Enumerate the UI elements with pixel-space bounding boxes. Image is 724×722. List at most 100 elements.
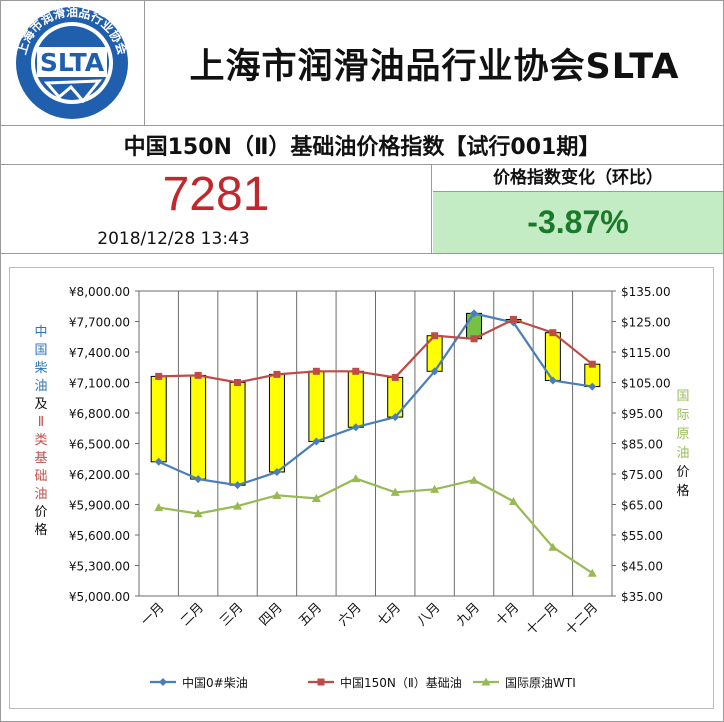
left-tick-label: ¥7,700.00 <box>69 316 130 330</box>
index-title: 中国150N（Ⅱ）基础油价格指数【试行001期】 <box>1 126 723 165</box>
right-tick-label: $65.00 <box>621 499 663 513</box>
left-axis-label-char: Ⅱ <box>38 415 44 430</box>
legend-marker <box>159 678 167 686</box>
candle-bar <box>268 373 285 473</box>
wti-point <box>272 490 282 499</box>
x-tick-label: 十二月 <box>563 600 601 638</box>
left-tick-label: ¥5,600.00 <box>69 529 130 543</box>
right-tick-label: $95.00 <box>621 407 663 421</box>
left-tick-label: ¥5,900.00 <box>69 499 130 513</box>
right-axis-label-char: 油 <box>676 446 689 461</box>
right-tick-label: $115.00 <box>621 346 671 360</box>
wti-point <box>548 542 558 551</box>
wti-point <box>469 475 479 484</box>
x-tick-label: 十月 <box>493 600 522 629</box>
left-tick-label: ¥6,200.00 <box>69 468 130 482</box>
right-axis-label-char: 格 <box>676 483 689 499</box>
index-value-panel: 7281 2018/12/28 13:43 <box>1 165 432 253</box>
right-tick-label: $135.00 <box>621 285 671 299</box>
base-oil-point <box>431 332 439 340</box>
index-datetime: 2018/12/28 13:43 <box>97 229 250 249</box>
diesel-point <box>391 413 400 422</box>
base-oil-point <box>509 315 517 323</box>
base-oil-point <box>352 367 360 375</box>
right-axis-label-char: 原 <box>676 427 689 442</box>
base-oil-point <box>470 335 478 343</box>
diesel-series-line <box>158 312 593 487</box>
header: 上海市润滑油品行业协会 SLTA 上海市润滑油品行业协会SLTA <box>1 1 723 126</box>
left-axis-label-char: 类 <box>34 433 47 448</box>
diesel-point <box>233 481 242 490</box>
right-tick-label: $85.00 <box>621 438 663 452</box>
candle-bar <box>308 370 325 442</box>
left-tick-label: ¥8,000.00 <box>69 285 130 299</box>
diesel-point <box>470 309 479 318</box>
change-value: -3.87% <box>433 192 723 253</box>
right-axis-label-char: 国 <box>676 389 689 404</box>
x-tick-label: 七月 <box>375 600 404 629</box>
base-oil-point <box>312 367 320 375</box>
candle-bar <box>190 374 207 480</box>
x-tick-label: 二月 <box>178 600 207 629</box>
right-axis-label-char: 际 <box>676 408 689 423</box>
legend-marker <box>317 678 325 686</box>
diesel-point <box>154 457 163 466</box>
diesel-point <box>272 467 281 476</box>
x-tick-label: 四月 <box>257 600 286 629</box>
base-oil-point <box>234 379 242 386</box>
wti-point <box>390 487 400 496</box>
index-value: 7281 <box>162 168 270 221</box>
left-axis-label-char: 柴 <box>34 361 47 376</box>
base-oil-point <box>391 373 399 381</box>
right-tick-label: $125.00 <box>621 316 671 330</box>
divider <box>1 253 723 254</box>
left-tick-label: ¥6,800.00 <box>69 407 130 421</box>
slta-logo-icon: 上海市润滑油品行业协会 SLTA <box>14 4 131 119</box>
base-oil-point <box>155 372 163 380</box>
wti-series-line <box>158 477 593 575</box>
right-tick-label: $55.00 <box>621 529 663 543</box>
left-axis-label-char: 油 <box>34 487 47 502</box>
candle-bar <box>229 382 246 486</box>
base-oil-point <box>549 329 557 337</box>
left-axis-label-char: 中 <box>34 325 47 340</box>
legend-label: 中国0#柴油 <box>182 675 248 690</box>
price-chart: ¥5,000.00 ¥5,300.00 ¥5,600.00 ¥5,900.00 ¥6,2… <box>9 267 714 709</box>
left-axis-label-char: 国 <box>34 343 47 358</box>
wti-point <box>311 493 321 502</box>
wti-point <box>587 568 597 577</box>
left-tick-label: ¥5,000.00 <box>69 590 130 604</box>
diesel-point <box>430 367 439 376</box>
diesel-point <box>351 423 360 432</box>
candle-bar <box>347 370 364 428</box>
left-tick-label: ¥5,300.00 <box>69 560 130 574</box>
left-axis-label-char: 格 <box>34 522 47 538</box>
right-tick-label: $35.00 <box>621 590 663 604</box>
base-oil-series-line <box>158 318 593 384</box>
left-axis-label-char: 及 <box>34 397 47 412</box>
legend-marker <box>481 677 491 686</box>
right-tick-label: $45.00 <box>621 560 663 574</box>
base-oil-point <box>194 371 202 379</box>
x-tick-label: 三月 <box>217 600 246 629</box>
wti-point <box>508 496 518 506</box>
change-label: 价格指数变化（环比） <box>433 165 723 192</box>
right-tick-label: $75.00 <box>621 468 663 482</box>
association-title: 上海市润滑油品行业协会SLTA <box>189 46 680 87</box>
left-axis-label-char: 基 <box>34 451 47 466</box>
left-axis-label-char: 价 <box>34 505 47 520</box>
diesel-point <box>588 382 597 391</box>
diesel-point <box>548 376 557 385</box>
x-tick-label: 八月 <box>414 600 443 629</box>
wti-point <box>233 501 243 510</box>
left-tick-label: ¥7,100.00 <box>69 377 130 391</box>
diesel-point <box>312 437 321 446</box>
left-tick-label: ¥7,400.00 <box>69 346 130 360</box>
candle-bar <box>150 375 167 463</box>
left-axis-label-char: 油 <box>34 379 47 394</box>
wti-point <box>154 503 164 512</box>
legend-label: 中国150N（Ⅱ）基础油 <box>340 675 462 690</box>
right-axis-label-char: 价 <box>676 465 689 480</box>
wti-point <box>430 484 440 493</box>
x-tick-label: 六月 <box>336 600 365 629</box>
